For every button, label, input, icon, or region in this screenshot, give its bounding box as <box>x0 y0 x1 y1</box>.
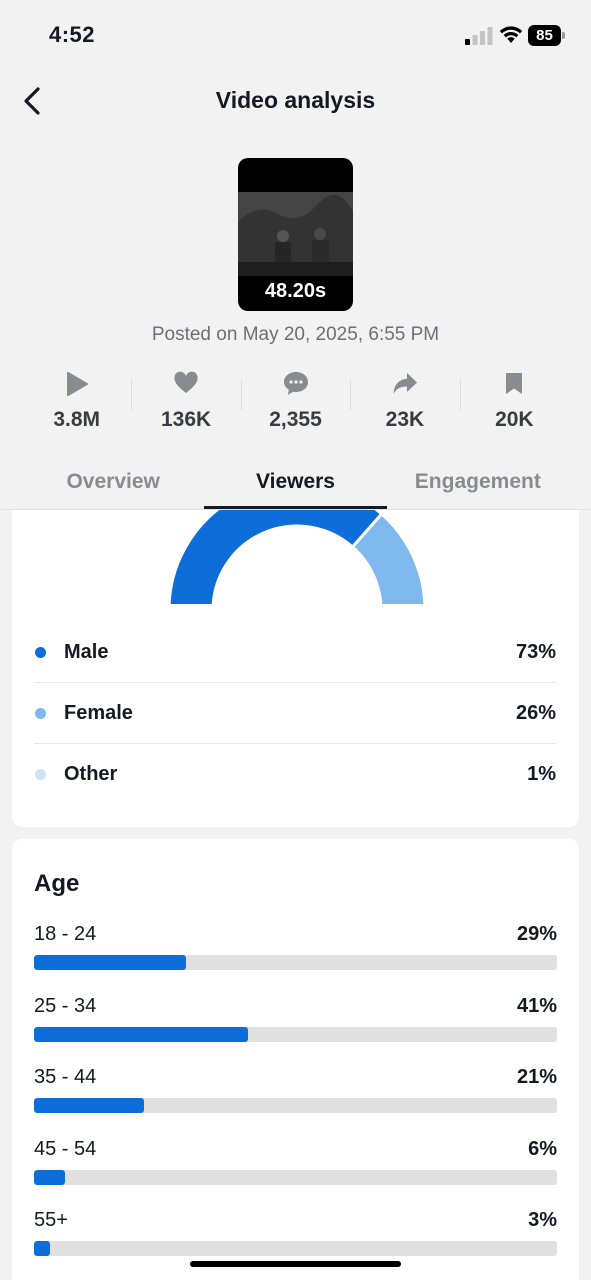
age-bar-fill <box>34 955 186 970</box>
stat-comments[interactable]: 2,355 <box>240 368 350 438</box>
age-list: 18 - 24 29% 25 - 34 41% 35 - 44 21% 45 -… <box>34 923 557 1280</box>
age-section-title: Age <box>34 870 80 897</box>
stat-saves[interactable]: 20K <box>459 368 569 438</box>
age-range-label: 55+ <box>34 1209 68 1231</box>
stat-views[interactable]: 3.8M <box>22 368 131 438</box>
legend-label: Female <box>64 701 133 724</box>
age-bar-track <box>34 1098 557 1113</box>
age-bar-track <box>34 1169 557 1185</box>
age-percent: 6% <box>528 1137 557 1160</box>
stat-value: 23K <box>385 408 425 431</box>
tab-engagement[interactable]: Engagement <box>414 470 541 493</box>
age-percent: 41% <box>516 994 557 1017</box>
legend-row-male: Male 73% <box>34 622 556 683</box>
wifi-icon <box>499 26 523 43</box>
comment-icon <box>283 372 308 395</box>
legend-row-other: Other 1% <box>34 744 556 805</box>
heart-icon <box>174 371 198 393</box>
age-bar-track <box>34 1026 557 1042</box>
share-icon <box>393 373 417 394</box>
tab-bar: Overview Viewers Engagement <box>22 462 569 510</box>
age-percent: 21% <box>516 1066 557 1088</box>
page-title: Video analysis <box>215 87 376 113</box>
age-range-label: 35 - 44 <box>34 1066 97 1088</box>
legend-value: 1% <box>527 763 556 785</box>
age-bar-track <box>34 955 557 970</box>
age-bar-fill <box>34 1098 144 1113</box>
stat-value: 3.8M <box>53 408 101 431</box>
age-range-label: 45 - 54 <box>34 1137 97 1160</box>
stat-shares[interactable]: 23K <box>350 368 459 438</box>
cellular-signal-icon <box>465 27 493 45</box>
back-arrow-icon[interactable] <box>20 86 46 116</box>
status-time: 4:52 <box>49 22 96 47</box>
age-range-label: 18 - 24 <box>34 923 97 945</box>
age-row: 55+ 3% <box>34 1209 557 1280</box>
tab-overview[interactable]: Overview <box>66 470 160 493</box>
age-card: Age 18 - 24 29% 25 - 34 41% 35 - 44 21% … <box>12 839 579 1280</box>
legend-label: Other <box>64 763 118 785</box>
donut-segment-female <box>350 511 427 604</box>
tab-viewers[interactable]: Viewers <box>204 462 387 510</box>
battery-indicator: 85 <box>528 25 566 46</box>
age-row: 45 - 54 6% <box>34 1138 557 1210</box>
battery-level: 85 <box>528 25 561 46</box>
video-preview-image <box>238 192 353 276</box>
other-color-dot <box>35 769 46 780</box>
legend-value: 73% <box>515 640 556 663</box>
age-percent: 3% <box>528 1209 557 1231</box>
video-thumbnail[interactable]: 48.20s <box>238 158 353 311</box>
age-range-label: 25 - 34 <box>34 994 97 1017</box>
stat-likes[interactable]: 136K <box>131 368 240 438</box>
stat-value: 20K <box>495 408 534 431</box>
gender-card: Male 73% Female 26% Other 1% <box>12 510 579 827</box>
legend-label: Male <box>64 640 109 663</box>
video-duration: 48.20s <box>264 280 327 302</box>
age-bar-fill <box>34 1026 249 1042</box>
legend-value: 26% <box>515 701 556 724</box>
stat-value: 136K <box>161 408 212 431</box>
gender-legend: Male 73% Female 26% Other 1% <box>34 622 556 805</box>
donut-segment-male <box>167 510 384 604</box>
legend-row-female: Female 26% <box>34 683 556 744</box>
age-percent: 29% <box>516 923 557 945</box>
home-indicator <box>190 1261 401 1267</box>
stats-row: 3.8M 136K 2,355 23K 20K <box>22 368 569 438</box>
age-row: 18 - 24 29% <box>34 923 557 995</box>
age-bar-fill <box>34 1241 50 1256</box>
age-bar-track <box>34 1241 557 1256</box>
gender-donut-chart <box>167 510 427 604</box>
age-row: 25 - 34 41% <box>34 995 557 1067</box>
stat-value: 2,355 <box>269 408 322 431</box>
male-color-dot <box>35 646 46 658</box>
female-color-dot <box>35 707 46 719</box>
posted-date: Posted on May 20, 2025, 6:55 PM <box>151 324 440 345</box>
bookmark-icon <box>506 373 523 394</box>
age-row: 35 - 44 21% <box>34 1066 557 1138</box>
age-bar-fill <box>34 1169 66 1185</box>
play-icon <box>66 372 88 396</box>
